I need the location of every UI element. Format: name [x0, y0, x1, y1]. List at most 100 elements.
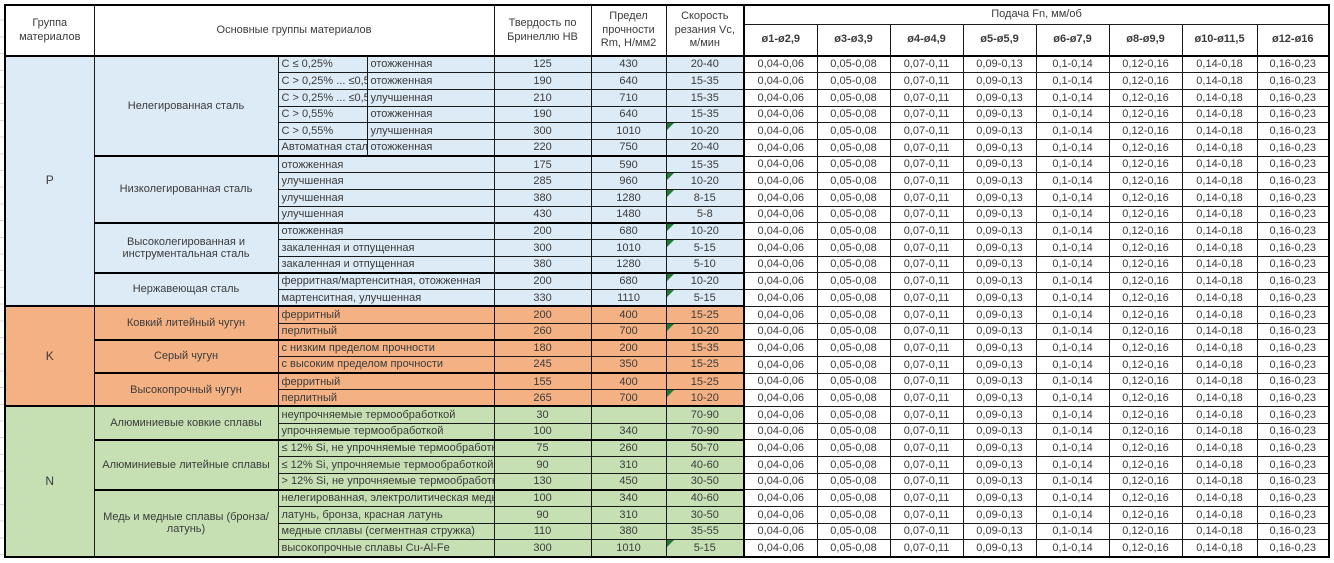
hb-cell: 190: [493, 72, 592, 90]
feed-cell: 0,12-0,16: [1108, 372, 1183, 391]
feed-cell: 0,09-0,13: [962, 506, 1037, 524]
feed-cell: 0,12-0,16: [1108, 305, 1183, 324]
feed-cell: 0,1-0,14: [1035, 255, 1110, 274]
feed-cell: 0,12-0,16: [1108, 155, 1183, 174]
feed-cell: 0,05-0,08: [816, 405, 891, 424]
feed-cell: 0,1-0,14: [1035, 305, 1110, 324]
feed-cell: 0,07-0,11: [889, 355, 964, 374]
feed-cell: 0,1-0,14: [1035, 355, 1110, 374]
spec-cell: мартенситная, улучшенная: [277, 289, 495, 308]
feed-cell: 0,16-0,23: [1256, 205, 1330, 224]
feed-cell: 0,1-0,14: [1035, 55, 1110, 74]
feed-cell: 0,05-0,08: [816, 489, 891, 508]
feed-cell: 0,04-0,06: [743, 272, 818, 291]
feed-cell: 0,12-0,16: [1108, 122, 1183, 140]
vc-cell: 10-20: [665, 322, 746, 341]
feed-cell: 0,16-0,23: [1256, 289, 1330, 307]
header-feed-diameter: ø3-ø3,9: [816, 23, 891, 57]
spreadsheet-gridline-margin: [0, 4, 4, 556]
hb-cell: 75: [493, 439, 592, 457]
header-feed-diameter: ø8-ø9,9: [1108, 23, 1183, 57]
group-code-cell: N: [4, 405, 95, 558]
feed-cell: 0,04-0,06: [743, 456, 818, 474]
feed-cell: 0,04-0,06: [743, 322, 818, 341]
feed-cell: 0,04-0,06: [743, 122, 818, 140]
feed-cell: 0,1-0,14: [1035, 389, 1110, 407]
feed-cell: 0,1-0,14: [1035, 339, 1110, 357]
feed-cell: 0,09-0,13: [962, 389, 1037, 407]
subgroup-name-cell: Низколегированная сталь: [93, 155, 279, 224]
feed-cell: 0,05-0,08: [816, 239, 891, 257]
table-row: Низколегированная сталь отожженная 175 590 1…: [5, 155, 1330, 224]
feed-cell: 0,16-0,23: [1256, 522, 1330, 541]
spec-cell: закаленная и отпущенная: [277, 255, 495, 274]
state-cell: отожженная: [366, 55, 495, 74]
feed-cell: 0,05-0,08: [816, 439, 891, 457]
feed-cell: 0,14-0,18: [1181, 122, 1258, 140]
subgroup-name-cell: Нержавеющая сталь: [93, 272, 279, 308]
spec-cell: C > 0,25% ... ≤0,55%: [277, 72, 368, 90]
table-row: Высоколегированная и инструментальная ст…: [5, 222, 1330, 274]
vc-cell: 70-90: [665, 422, 746, 441]
feed-cell: 0,05-0,08: [816, 389, 891, 407]
feed-cell: 0,1-0,14: [1035, 272, 1110, 291]
feed-cell: 0,07-0,11: [889, 205, 964, 224]
feed-cell: 0,14-0,18: [1181, 322, 1258, 341]
feed-cell: 0,14-0,18: [1181, 105, 1258, 124]
feed-cell: 0,14-0,18: [1181, 138, 1258, 157]
feed-cell: 0,05-0,08: [816, 72, 891, 90]
vc-cell: 15-35: [665, 105, 746, 124]
vc-cell: 15-35: [665, 155, 746, 174]
vc-cell: 30-50: [665, 506, 746, 524]
table-row: K Ковкий литейный чугун ферритный 200 400 15-…: [4, 305, 1330, 408]
feed-cell: 0,16-0,23: [1256, 439, 1330, 457]
feed-cell: 0,12-0,16: [1108, 322, 1183, 341]
feed-cell: 0,07-0,11: [889, 255, 964, 274]
feed-cell: 0,04-0,06: [743, 422, 818, 441]
feed-cell: 0,05-0,08: [816, 172, 891, 190]
rm-cell: 200: [590, 339, 667, 357]
header-feed-title: Подача Fn, мм/об: [743, 4, 1330, 25]
feed-cell: 0,09-0,13: [962, 222, 1037, 241]
feed-cell: 0,05-0,08: [816, 105, 891, 124]
hb-cell: 175: [493, 155, 592, 174]
spec-cell: перлитный: [277, 389, 495, 408]
feed-cell: 0,16-0,23: [1256, 372, 1330, 391]
feed-cell: 0,1-0,14: [1035, 239, 1110, 257]
vc-cell: 10-20: [665, 122, 746, 140]
feed-cell: 0,05-0,08: [816, 189, 891, 207]
feed-cell: 0,05-0,08: [816, 522, 891, 541]
feed-cell: 0,07-0,11: [889, 172, 964, 190]
feed-cell: 0,09-0,13: [962, 155, 1037, 174]
feed-cell: 0,09-0,13: [962, 105, 1037, 124]
hb-cell: 90: [493, 506, 592, 524]
rm-cell: 1010: [590, 239, 667, 257]
hb-cell: 100: [493, 489, 592, 508]
rm-cell: 680: [590, 222, 667, 241]
rm-cell: 640: [590, 105, 667, 124]
feed-cell: 0,09-0,13: [962, 339, 1037, 357]
feed-cell: 0,12-0,16: [1108, 255, 1183, 274]
feed-cell: 0,07-0,11: [889, 189, 964, 207]
feed-cell: 0,14-0,18: [1181, 289, 1258, 307]
table-row: ≤ 12% Si, упрочняемые термообработкой 90 3…: [5, 456, 1330, 474]
hb-cell: 220: [493, 138, 592, 158]
feed-cell: 0,14-0,18: [1181, 222, 1258, 241]
hb-cell: 200: [493, 222, 592, 241]
header-material-group: Группа материалов: [4, 4, 95, 57]
spec-cell: ферритная/мартенситная, отожженная: [277, 272, 495, 291]
state-cell: отожженная: [366, 138, 495, 158]
hb-cell: 300: [493, 239, 592, 257]
header-feed-diameter: ø1-ø2,9: [743, 23, 818, 57]
rm-cell: 260: [590, 439, 667, 457]
table-row: улучшенная 430 1480 5-8 0,04-0,06 0,05-0,08 0,…: [5, 205, 1330, 224]
rm-cell: 380: [590, 522, 667, 541]
feed-cell: 0,14-0,18: [1181, 189, 1258, 207]
feed-cell: 0,05-0,08: [816, 372, 891, 391]
spec-cell: отожженная: [277, 155, 495, 174]
feed-cell: 0,14-0,18: [1181, 372, 1258, 391]
vc-cell: 10-20: [665, 272, 746, 291]
table-row: C > 0,25% ... ≤0,55%отожженная19064015-3…: [5, 72, 1330, 90]
feed-cell: 0,14-0,18: [1181, 405, 1258, 424]
spec-cell: C ≤ 0,25%: [277, 55, 368, 74]
